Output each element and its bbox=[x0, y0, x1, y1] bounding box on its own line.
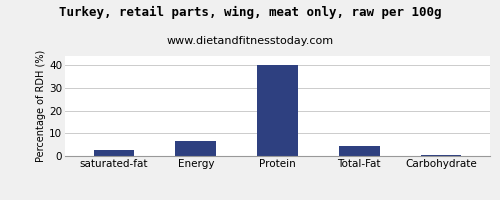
Bar bbox=[257, 65, 298, 156]
Bar bbox=[94, 150, 134, 156]
Bar bbox=[420, 155, 462, 156]
Text: www.dietandfitnesstoday.com: www.dietandfitnesstoday.com bbox=[166, 36, 334, 46]
Text: Turkey, retail parts, wing, meat only, raw per 100g: Turkey, retail parts, wing, meat only, r… bbox=[59, 6, 442, 19]
Bar bbox=[176, 141, 216, 156]
Y-axis label: Percentage of RDH (%): Percentage of RDH (%) bbox=[36, 50, 46, 162]
Bar bbox=[339, 146, 380, 156]
